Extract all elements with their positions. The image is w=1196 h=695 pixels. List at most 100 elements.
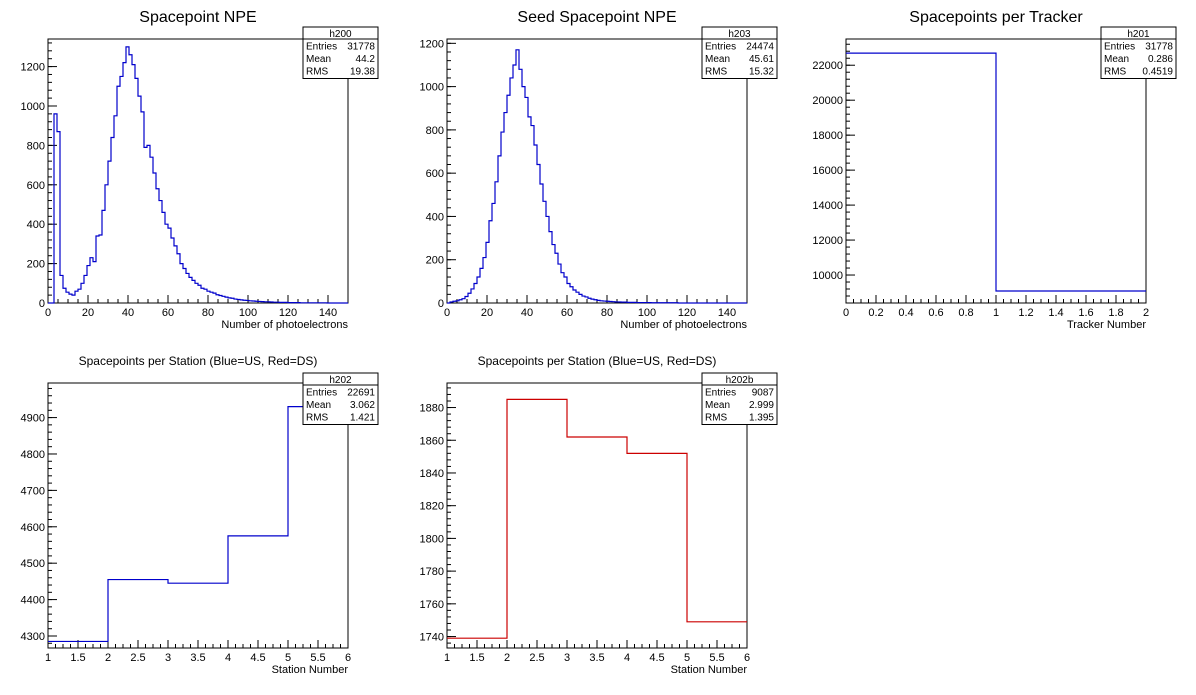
stats-frame bbox=[1100, 26, 1177, 79]
histogram-series bbox=[846, 52, 1146, 292]
x-tick-label: 2 bbox=[504, 652, 510, 664]
stats-key: Mean bbox=[705, 400, 730, 411]
x-tick-label: 3.5 bbox=[589, 652, 604, 664]
y-tick-label: 1000 bbox=[21, 101, 45, 113]
stats-name: h200 bbox=[329, 29, 352, 40]
y-tick-label: 800 bbox=[27, 140, 45, 152]
y-tick-label: 1800 bbox=[420, 533, 444, 545]
x-tick-label: 0 bbox=[444, 307, 450, 319]
stats-box: h201 Entries 31778 Mean 0.286 RMS 0.4519 bbox=[1100, 26, 1177, 79]
y-tick-label: 18000 bbox=[812, 130, 843, 142]
x-tick-label: 5 bbox=[684, 652, 690, 664]
y-tick-label: 800 bbox=[426, 125, 444, 137]
x-axis-title: Station Number bbox=[272, 664, 349, 676]
x-tick-label: 40 bbox=[122, 307, 134, 319]
y-tick-label: 22000 bbox=[812, 60, 843, 72]
x-tick-label: 1.5 bbox=[469, 652, 484, 664]
stats-box: h202 Entries 22691 Mean 3.062 RMS 1.421 bbox=[302, 372, 379, 425]
x-tick-label: 5 bbox=[285, 652, 291, 664]
stats-value: 3.062 bbox=[350, 400, 375, 411]
y-tick-label: 4900 bbox=[21, 413, 45, 425]
x-tick-label: 80 bbox=[202, 307, 214, 319]
y-tick-label: 1760 bbox=[420, 599, 444, 611]
stats-value: 19.38 bbox=[350, 67, 375, 78]
stats-value: 45.61 bbox=[749, 54, 774, 65]
y-tick-label: 1840 bbox=[420, 468, 444, 480]
y-tick-label: 14000 bbox=[812, 200, 843, 212]
x-tick-label: 100 bbox=[638, 307, 656, 319]
x-tick-label: 20 bbox=[481, 307, 493, 319]
x-tick-label: 2.5 bbox=[130, 652, 145, 664]
x-tick-label: 1 bbox=[993, 307, 999, 319]
y-tick-label: 0 bbox=[438, 298, 444, 310]
stats-value: 22691 bbox=[347, 388, 375, 399]
y-tick-label: 4500 bbox=[21, 558, 45, 570]
y-tick-label: 0 bbox=[39, 298, 45, 310]
y-tick-label: 4800 bbox=[21, 449, 45, 461]
y-tick-label: 4400 bbox=[21, 595, 45, 607]
histogram-panel-5: Spacepoints per Station (Blue=US, Red=DS… bbox=[420, 354, 778, 676]
x-tick-label: 3.5 bbox=[190, 652, 205, 664]
stats-name: h202 bbox=[329, 375, 352, 386]
y-tick-label: 10000 bbox=[812, 270, 843, 282]
x-tick-label: 4.5 bbox=[649, 652, 664, 664]
x-axis-title: Number of photoelectrons bbox=[221, 319, 348, 331]
x-tick-label: 0.2 bbox=[868, 307, 883, 319]
stats-frame bbox=[302, 372, 379, 425]
x-tick-label: 120 bbox=[279, 307, 297, 319]
stats-box: h203 Entries 24474 Mean 45.61 RMS 15.32 bbox=[701, 26, 778, 79]
stats-key: RMS bbox=[705, 413, 728, 424]
histogram-series bbox=[447, 49, 747, 304]
y-tick-label: 200 bbox=[27, 259, 45, 271]
x-tick-label: 40 bbox=[521, 307, 533, 319]
stats-name: h201 bbox=[1127, 29, 1150, 40]
stats-key: Mean bbox=[306, 400, 331, 411]
stats-box: h200 Entries 31778 Mean 44.2 RMS 19.38 bbox=[302, 26, 379, 79]
x-tick-label: 1.5 bbox=[70, 652, 85, 664]
y-tick-label: 1200 bbox=[21, 62, 45, 74]
x-tick-label: 4 bbox=[624, 652, 630, 664]
histogram-panel-2: Seed Spacepoint NPE 0 20 40 60 80 100 120 140Num… bbox=[420, 9, 778, 331]
x-tick-label: 0.8 bbox=[958, 307, 973, 319]
stats-key: Mean bbox=[306, 54, 331, 65]
stats-value: 1.421 bbox=[350, 413, 375, 424]
stats-frame bbox=[701, 26, 778, 79]
x-tick-label: 3 bbox=[165, 652, 171, 664]
histogram-panel-3: Spacepoints per Tracker 0 0.2 0.4 0.6 0.8 1 1.2… bbox=[812, 9, 1177, 331]
x-tick-label: 80 bbox=[601, 307, 613, 319]
stats-box: h202b Entries 9087 Mean 2.999 RMS 1.395 bbox=[701, 372, 778, 425]
x-tick-label: 2 bbox=[105, 652, 111, 664]
x-axis-title: Station Number bbox=[671, 664, 748, 676]
x-tick-label: 2 bbox=[1143, 307, 1149, 319]
y-tick-label: 400 bbox=[27, 219, 45, 231]
stats-key: RMS bbox=[1104, 67, 1127, 78]
x-tick-label: 4 bbox=[225, 652, 231, 664]
stats-value: 31778 bbox=[1145, 42, 1173, 53]
x-tick-label: 0.6 bbox=[928, 307, 943, 319]
stats-frame bbox=[302, 26, 379, 79]
x-tick-label: 6 bbox=[345, 652, 351, 664]
x-tick-label: 120 bbox=[678, 307, 696, 319]
chart-title: Seed Spacepoint NPE bbox=[517, 9, 676, 26]
y-tick-label: 12000 bbox=[812, 235, 843, 247]
x-tick-label: 0 bbox=[843, 307, 849, 319]
stats-key: Entries bbox=[306, 42, 337, 53]
y-tick-label: 1860 bbox=[420, 435, 444, 447]
x-tick-label: 5.5 bbox=[310, 652, 325, 664]
stats-value: 1.395 bbox=[749, 413, 774, 424]
stats-key: Entries bbox=[1104, 42, 1135, 53]
stats-key: Mean bbox=[1104, 54, 1129, 65]
y-tick-label: 16000 bbox=[812, 165, 843, 177]
stats-value: 0.4519 bbox=[1142, 67, 1173, 78]
chart-title: Spacepoint NPE bbox=[139, 9, 256, 26]
x-tick-label: 100 bbox=[239, 307, 257, 319]
histogram-series bbox=[48, 46, 348, 304]
chart-title: Spacepoints per Station (Blue=US, Red=DS… bbox=[478, 354, 717, 368]
y-tick-label: 1880 bbox=[420, 403, 444, 415]
y-tick-label: 400 bbox=[426, 211, 444, 223]
y-tick-label: 600 bbox=[27, 180, 45, 192]
stats-value: 24474 bbox=[746, 42, 774, 53]
